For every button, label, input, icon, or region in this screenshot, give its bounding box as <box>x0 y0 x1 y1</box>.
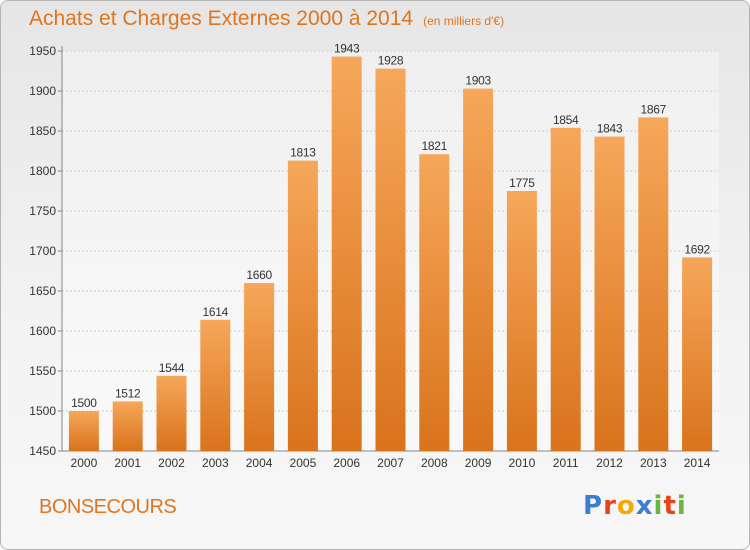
bar-2010 <box>506 191 537 451</box>
x-tick-label-2007: 2007 <box>377 456 404 470</box>
data-label-2010: 1775 <box>509 176 535 190</box>
bar-2002 <box>156 375 187 451</box>
bar-2006 <box>331 56 362 451</box>
x-tick-label-2014: 2014 <box>684 456 711 470</box>
y-tick-label: 1750 <box>29 204 56 218</box>
x-tick-label-2013: 2013 <box>640 456 667 470</box>
data-label-2009: 1903 <box>465 74 491 88</box>
data-label-2005: 1813 <box>290 146 316 160</box>
bar-2012 <box>594 136 625 451</box>
data-label-2001: 1512 <box>115 386 141 400</box>
data-label-2011: 1854 <box>553 113 579 127</box>
data-label-2014: 1692 <box>684 242 710 256</box>
x-tick-label-2004: 2004 <box>246 456 273 470</box>
x-tick-label-2012: 2012 <box>596 456 623 470</box>
data-label-2006: 1943 <box>334 42 360 56</box>
bar-2013 <box>638 117 669 452</box>
chart-title: Achats et Charges Externes 2000 à 2014 (e… <box>29 7 504 31</box>
logo-letter: r <box>603 491 617 521</box>
x-tick-label-2003: 2003 <box>202 456 229 470</box>
x-tick-label-2000: 2000 <box>71 456 98 470</box>
bar-2014 <box>682 257 713 451</box>
x-tick-label-2002: 2002 <box>158 456 185 470</box>
bar-2004 <box>244 283 275 451</box>
x-tick-label-2010: 2010 <box>509 456 536 470</box>
y-tick-label: 1800 <box>29 164 56 178</box>
bar-2005 <box>287 160 318 451</box>
x-tick-label-2011: 2011 <box>553 456 579 470</box>
y-tick-label: 1700 <box>29 244 56 258</box>
x-tick-label-2006: 2006 <box>333 456 360 470</box>
bar-2008 <box>419 154 450 451</box>
x-tick-label-2005: 2005 <box>290 456 317 470</box>
logo-letter: i <box>676 491 687 521</box>
y-tick-label: 1850 <box>29 124 56 138</box>
y-tick-label: 1550 <box>29 364 56 378</box>
data-label-2002: 1544 <box>159 361 185 375</box>
data-label-2013: 1867 <box>641 102 667 116</box>
bar-2009 <box>463 88 494 451</box>
logo-letter: i <box>653 491 664 521</box>
y-tick-label: 1450 <box>29 444 56 458</box>
y-tick-label: 1900 <box>29 84 56 98</box>
y-tick-label: 1500 <box>29 404 56 418</box>
logo-letter: t <box>663 491 677 521</box>
y-tick-label: 1650 <box>29 284 56 298</box>
bar-2007 <box>375 68 406 451</box>
logo-letter: o <box>616 491 636 521</box>
logo-letter: x <box>635 491 654 521</box>
data-label-2012: 1843 <box>597 122 623 136</box>
logo-letter: P <box>583 491 604 521</box>
data-label-2000: 1500 <box>71 396 97 410</box>
data-label-2004: 1660 <box>246 268 272 282</box>
bar-2000 <box>68 411 99 451</box>
city-name: BONSECOURS <box>39 496 177 518</box>
y-tick-label: 1950 <box>29 44 56 58</box>
data-label-2003: 1614 <box>203 305 229 319</box>
bar-2001 <box>112 401 143 451</box>
x-tick-label-2001: 2001 <box>114 456 141 470</box>
bar-2003 <box>200 319 231 451</box>
y-tick-label: 1600 <box>29 324 56 338</box>
x-tick-label-2008: 2008 <box>421 456 448 470</box>
data-label-2008: 1821 <box>422 139 448 153</box>
data-label-2007: 1928 <box>378 54 404 68</box>
title-unit: (en milliers d'€) <box>423 14 505 28</box>
proxiti-logo: Proxiti <box>583 491 687 521</box>
x-tick-label-2009: 2009 <box>465 456 492 470</box>
bar-2011 <box>550 127 581 452</box>
title-text: Achats et Charges Externes 2000 à 2014 <box>29 7 414 30</box>
